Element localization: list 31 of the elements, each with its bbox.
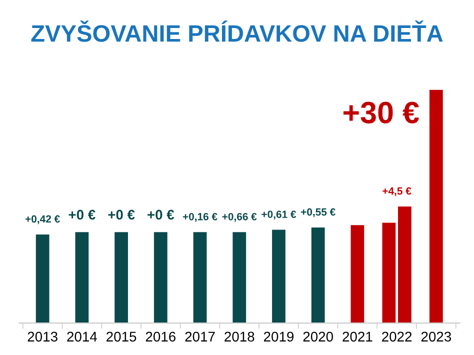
bar [154,232,168,324]
annotation: +0,66 € [222,212,257,222]
bar [75,232,89,324]
x-tick-label: 2022 [382,332,412,342]
chart-title: ZVYŠOVANIE PRÍDAVKOV NA DIEŤA [31,20,443,42]
bar [36,234,50,324]
annotation: +0 € [148,210,174,220]
annotation: +0,42 € [25,215,60,224]
annotation: +0,55 € [301,208,336,218]
annotation: +0 € [108,210,135,220]
annotation: +30 € [343,102,419,124]
x-tick-label: 2023 [421,332,452,342]
bar [311,227,325,324]
bar [232,232,246,324]
x-tick-label: 2017 [185,332,215,342]
bar [272,230,286,324]
bar [398,206,412,324]
x-tick-label: 2014 [67,332,97,342]
x-tick-label: 2020 [303,332,333,342]
x-tick-label: 2016 [146,332,176,342]
x-tick-label: 2015 [106,332,136,342]
x-tick-label: 2019 [264,332,294,342]
annotation: +0,16 € [182,212,218,222]
bar [193,232,207,324]
annotation: +0 € [68,210,96,220]
annotation: +4,5 € [382,187,412,196]
x-tick-label: 2013 [28,332,58,342]
x-tick-label: 2018 [224,332,254,342]
annotation: +0,61 € [262,210,296,220]
x-tick-label: 2021 [342,332,372,342]
bar [114,232,128,324]
